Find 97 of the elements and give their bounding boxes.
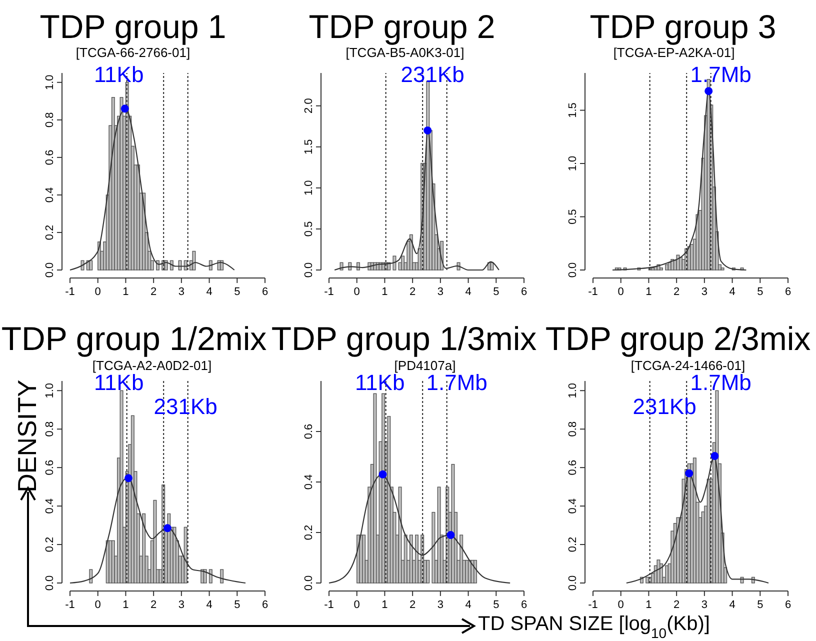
x-tick-label: 0 [94, 599, 101, 611]
x-tick-label: 0 [618, 286, 624, 298]
y-tick-label: 1.0 [44, 74, 56, 90]
y-tick-label: 0.8 [44, 421, 56, 437]
y-tick-label: 1.0 [567, 156, 579, 172]
y-tick-label: 0.0 [567, 262, 579, 278]
y-tick-label: 1.5 [303, 139, 315, 155]
y-tick-label: 0.4 [567, 498, 579, 514]
x-axis-title: TD SPAN SIZE [log$_{10}$(Kb)] [478, 613, 710, 641]
chart-title: TDP group 3 [590, 8, 776, 45]
x-tick-label: 0 [618, 599, 624, 611]
x-tick-label: 2 [674, 286, 680, 298]
y-tick-label: 0.6 [303, 424, 315, 440]
y-tick-label: 0.4 [303, 474, 315, 490]
x-tick-label: 1 [382, 599, 388, 611]
x-tick-label: 0 [94, 286, 101, 298]
x-tick-label: 4 [206, 286, 212, 298]
y-axis-title: DENSITY [12, 380, 42, 492]
x-tick-label: 3 [178, 599, 184, 611]
y-tick-label: 0.6 [44, 460, 56, 476]
x-tick-label: 1 [646, 286, 652, 298]
x-tick-label: -1 [324, 599, 334, 611]
x-tick-label: -1 [324, 286, 334, 298]
x-tick-label: 6 [784, 286, 792, 298]
x-tick-label: 4 [729, 286, 736, 298]
y-tick-label: 0.2 [303, 524, 315, 540]
y-tick-label: 0.2 [44, 536, 56, 552]
x-tick-label: 5 [493, 599, 500, 611]
y-tick-label: 0.2 [567, 536, 579, 552]
chart-title: TDP group 1/3mix [271, 320, 538, 357]
x-tick-label: 0 [354, 286, 360, 298]
y-tick-label: 0.0 [44, 575, 56, 591]
x-tick-label: 2 [150, 599, 157, 611]
x-tick-label: 3 [178, 286, 184, 298]
x-tick-label: 3 [701, 286, 708, 298]
x-tick-label: 2 [674, 599, 680, 611]
x-tick-label: 6 [262, 286, 268, 298]
y-tick-label: 1.0 [303, 180, 315, 196]
x-tick-label: 5 [757, 286, 764, 298]
x-tick-label: -1 [588, 286, 598, 298]
x-tick-label: -1 [588, 599, 598, 611]
y-tick-label: 0.6 [567, 460, 579, 476]
x-tick-label: 2 [410, 286, 416, 298]
x-tick-label: 1 [382, 286, 388, 298]
y-tick-label: 0.8 [44, 112, 56, 128]
chart-subtitle: [TCGA-A2-A0D2-01] [92, 358, 212, 373]
y-tick-label: 1.5 [567, 102, 579, 118]
x-tick-label: -1 [65, 286, 75, 298]
x-tick-label: 1 [646, 599, 652, 611]
y-tick-label: 0.0 [567, 575, 579, 591]
y-tick-label: 0.5 [303, 221, 315, 237]
ref-line-label: 231Kb [632, 394, 696, 419]
y-tick-label: 1.0 [567, 382, 579, 398]
x-tick-label: 0 [354, 599, 360, 611]
chart-subtitle: [TCGA-66-2766-01] [76, 45, 190, 60]
x-tick-label: 5 [493, 286, 500, 298]
x-tick-label: 6 [520, 286, 528, 298]
ref-line-label: 231Kb [154, 394, 218, 419]
y-tick-label: 0.5 [567, 209, 579, 224]
x-tick-label: 4 [206, 599, 212, 611]
x-tick-label: 5 [757, 599, 764, 611]
x-tick-label: 1 [122, 599, 129, 611]
x-tick-label: 5 [234, 599, 240, 611]
y-tick-label: 0.8 [567, 421, 579, 437]
y-tick-label: 0.4 [44, 187, 56, 203]
x-tick-label: 4 [465, 599, 472, 611]
x-tick-label: 1 [122, 286, 129, 298]
x-tick-label: 2 [150, 286, 157, 298]
x-tick-label: 4 [465, 286, 472, 298]
chart-subtitle: [TCGA-EP-A2KA-01] [613, 45, 735, 60]
x-tick-label: 5 [234, 286, 240, 298]
x-tick-label: 6 [520, 599, 528, 611]
chart-title: TDP group 1/2mix [1, 320, 268, 357]
x-tick-label: 6 [262, 599, 268, 611]
x-tick-label: 4 [729, 599, 736, 611]
x-tick-label: 2 [410, 599, 416, 611]
ref-line-label: 231Kb [400, 62, 464, 87]
chart-title: TDP group 2 [308, 8, 496, 45]
ref-line-label: 11Kb [94, 62, 144, 87]
x-tick-label: 3 [701, 599, 708, 611]
x-tick-label: 6 [784, 599, 792, 611]
chart-subtitle: [TCGA-B5-A0K3-01] [346, 45, 464, 60]
x-tick-label: 3 [437, 286, 444, 298]
y-tick-label: 0.4 [44, 498, 56, 514]
chart-title: TDP group 2/3mix [545, 320, 812, 357]
x-tick-label: -1 [65, 599, 75, 611]
chart-title: TDP group 1 [40, 8, 226, 45]
chart-subtitle: [TCGA-24-1466-01] [630, 358, 746, 373]
x-tick-label: 3 [437, 599, 444, 611]
y-tick-label: 0.6 [44, 150, 56, 166]
ref-line-label: 1.7Mb [690, 62, 752, 87]
y-tick-label: 1.0 [44, 382, 56, 398]
y-tick-label: 0.0 [44, 262, 56, 278]
y-tick-label: 2.0 [303, 98, 315, 114]
y-tick-label: 0.2 [44, 224, 56, 240]
y-tick-label: 0.0 [303, 575, 315, 591]
y-tick-label: 0.0 [303, 262, 315, 278]
